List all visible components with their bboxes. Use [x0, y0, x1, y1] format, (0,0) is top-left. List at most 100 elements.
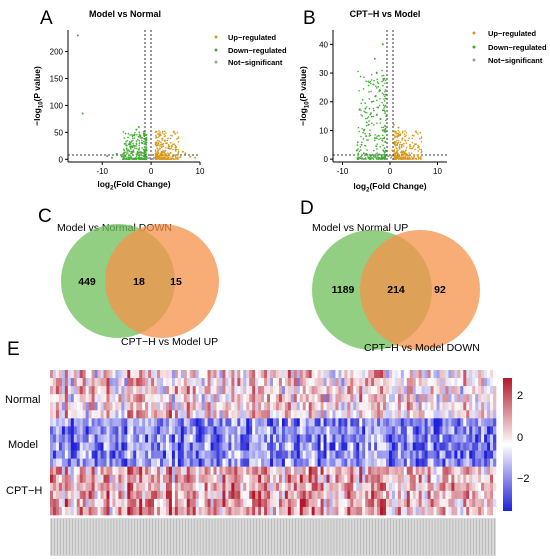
heatmap-cell [85, 458, 89, 467]
heatmap-cell [237, 466, 241, 476]
volcano-point [372, 149, 375, 152]
y-tick-label: 50 [54, 128, 63, 137]
heatmap-cell [460, 506, 464, 516]
volcano-point [165, 132, 167, 134]
heatmap-cell [50, 394, 54, 403]
heatmap-cell [472, 474, 476, 484]
volcano-point [395, 141, 397, 143]
heatmap-cell [475, 410, 479, 419]
heatmap-cell [50, 434, 54, 443]
heatmap-cell [216, 506, 220, 516]
heatmap-cell [385, 490, 390, 500]
heatmap-cell [374, 506, 378, 516]
heatmap-cell [50, 474, 54, 484]
heatmap-cell [305, 394, 309, 403]
heatmap-cell [121, 466, 125, 476]
heatmap-cell [91, 386, 95, 395]
volcano-point [160, 145, 163, 148]
heatmap-cell [195, 474, 199, 484]
heatmap-row-model: Model [8, 439, 38, 451]
heatmap-cell [350, 498, 354, 508]
heatmap-cell [139, 378, 143, 387]
heatmap-cell [380, 482, 384, 492]
heatmap-cell [388, 378, 393, 387]
heatmap-cell [145, 410, 149, 419]
heatmap-cell [103, 434, 107, 443]
heatmap-cell [97, 474, 101, 484]
heatmap-cell [174, 458, 179, 467]
heatmap-cell [225, 434, 229, 443]
heatmap-cell [347, 490, 351, 500]
heatmap-cell [195, 458, 199, 467]
heatmap-cell [219, 490, 223, 500]
heatmap-cell [237, 426, 241, 435]
heatmap-cell [79, 498, 83, 508]
heatmap-cell [385, 386, 390, 395]
heatmap-cell [127, 370, 131, 379]
volcano-point [145, 153, 148, 155]
heatmap-cell [234, 474, 238, 484]
heatmap-cell [466, 426, 470, 435]
volcano-point [189, 155, 192, 158]
heatmap-cell [222, 498, 226, 508]
heatmap-cell [55, 434, 60, 443]
heatmap-cell [412, 418, 417, 427]
heatmap-cell [445, 466, 449, 476]
volcano-point [133, 133, 136, 136]
volcano-point [366, 124, 368, 127]
heatmap-cell [231, 394, 235, 403]
volcano-point [382, 126, 385, 129]
heatmap-cell [338, 498, 342, 508]
heatmap-cell [148, 370, 152, 379]
heatmap-cell [278, 434, 283, 443]
heatmap-cell [299, 442, 304, 451]
heatmap-cell [246, 466, 250, 476]
heatmap-cell [362, 410, 366, 419]
volcano-point [401, 143, 404, 146]
heatmap-cell [350, 378, 354, 387]
volcano-point [383, 107, 385, 109]
heatmap-cell [383, 418, 387, 427]
heatmap-cell [204, 450, 208, 459]
heatmap-cell [397, 498, 402, 508]
volcano-point [137, 125, 140, 128]
heatmap-cell [451, 410, 455, 419]
heatmap-cell [290, 506, 295, 516]
heatmap-cell [124, 378, 128, 387]
heatmap-cell [311, 386, 315, 395]
heatmap-cell [88, 402, 92, 411]
heatmap-cell [148, 418, 152, 427]
heatmap-cell [139, 466, 143, 476]
heatmap-cell [270, 426, 274, 435]
heatmap-cell [353, 426, 357, 435]
volcano-point [367, 139, 369, 141]
heatmap-cell [73, 506, 78, 516]
heatmap-cell [273, 498, 277, 508]
heatmap-cell [469, 466, 473, 476]
heatmap-cell [216, 426, 220, 435]
heatmap-cell [412, 434, 417, 443]
heatmap-cell [97, 458, 101, 467]
heatmap-cell [79, 482, 83, 492]
heatmap-cell [145, 426, 149, 435]
heatmap-cell [94, 450, 98, 459]
heatmap-cell [424, 410, 428, 419]
heatmap-cell [347, 418, 351, 427]
heatmap-cell [463, 498, 467, 508]
heatmap-cell [127, 466, 131, 476]
heatmap-cell [484, 434, 488, 443]
heatmap-cell [469, 370, 473, 379]
volcano-point [135, 157, 138, 160]
heatmap-cell [168, 434, 173, 443]
heatmap-cell [311, 370, 315, 379]
heatmap-cell [225, 402, 229, 411]
heatmap-cell [162, 474, 167, 484]
heatmap-cell [388, 458, 393, 467]
heatmap-cell [258, 378, 262, 387]
heatmap-cell [451, 386, 455, 395]
heatmap-cell [192, 450, 196, 459]
heatmap-cell [442, 498, 446, 508]
volcano-point [164, 135, 167, 137]
heatmap-cell [67, 466, 72, 476]
heatmap-cell [255, 490, 259, 500]
